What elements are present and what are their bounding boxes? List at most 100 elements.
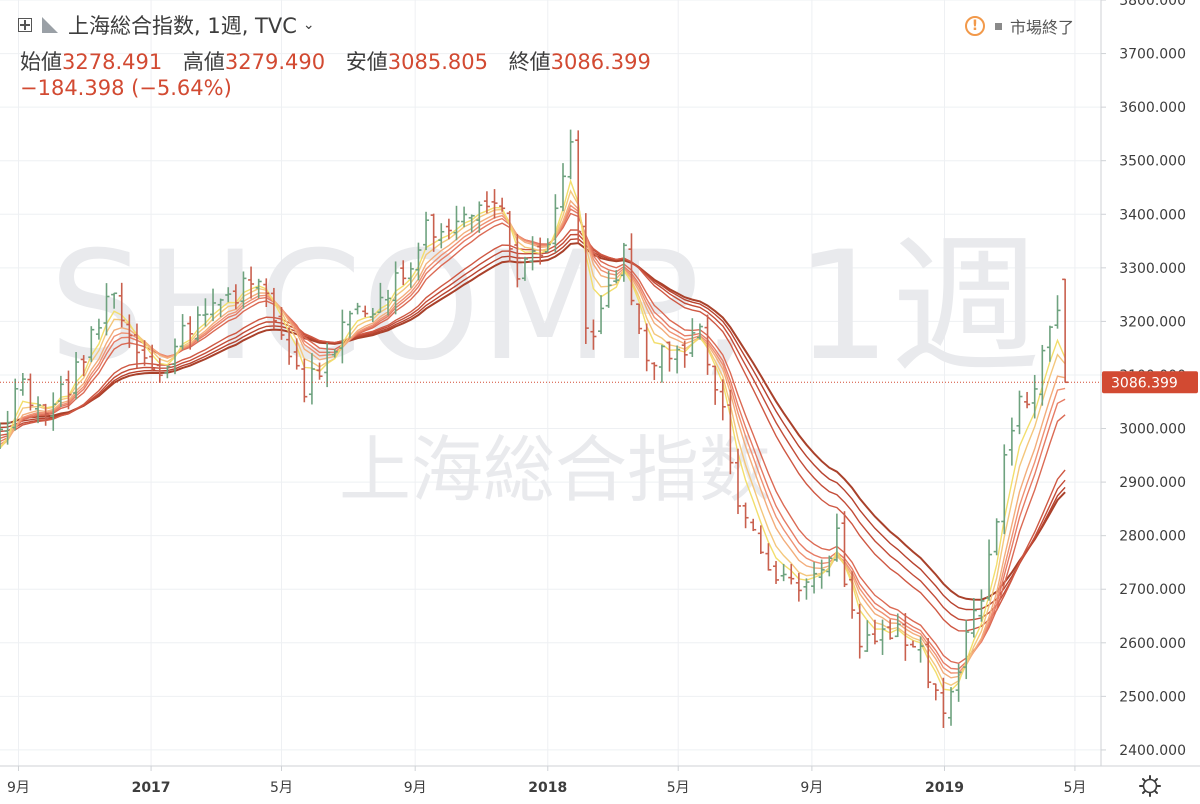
price-bar <box>1031 374 1038 419</box>
price-bar <box>438 223 445 249</box>
price-bar <box>57 375 64 407</box>
settings-gear-icon[interactable] <box>1139 775 1161 797</box>
x-tick-label: 2017 <box>132 780 171 796</box>
price-bar <box>1016 390 1023 435</box>
price-bar <box>902 613 909 661</box>
price-bar <box>293 338 300 370</box>
open-label: 始値 <box>20 50 62 74</box>
price-bar <box>156 358 163 383</box>
price-bar <box>476 201 483 233</box>
price-bar <box>248 266 255 299</box>
low-label: 安値 <box>345 50 388 74</box>
price-bar <box>643 323 650 372</box>
price-bar <box>811 561 818 594</box>
price-bar <box>841 511 848 588</box>
price-bar <box>133 323 140 369</box>
price-bar <box>194 306 201 342</box>
x-tick-label: 9月 <box>7 780 30 796</box>
price-bar <box>620 242 627 282</box>
price-bar <box>978 589 985 622</box>
grid-lines <box>0 0 1101 766</box>
price-bar <box>757 525 764 554</box>
price-bar <box>917 636 924 663</box>
price-bar <box>567 129 574 180</box>
close-label: 終値 <box>508 50 551 74</box>
gear-ring <box>1142 778 1158 794</box>
x-tick-label: 2018 <box>528 780 567 796</box>
price-bar <box>88 326 95 363</box>
symbol-name[interactable]: 上海総合指数, 1週, TVC <box>68 14 297 38</box>
price-bar <box>73 351 80 400</box>
price-bar <box>210 288 217 322</box>
price-bar <box>628 233 635 306</box>
price-bar <box>499 197 506 212</box>
price-bar <box>255 278 262 299</box>
price-bar <box>164 365 171 379</box>
gear-teeth <box>1139 775 1161 797</box>
x-tick-label: 5月 <box>667 780 690 796</box>
flag-icon[interactable] <box>42 17 58 33</box>
price-bar <box>651 362 658 381</box>
price-bar <box>202 298 209 327</box>
price-bar <box>19 373 26 396</box>
price-bar <box>909 640 916 648</box>
price-bar <box>1024 391 1031 409</box>
y-tick-label: 3500.000 <box>1119 154 1186 170</box>
market-status[interactable]: ! 市場終了 <box>965 14 1074 38</box>
price-bar <box>506 210 513 263</box>
price-bar <box>407 262 414 288</box>
price-change: −184.398 (−5.64%) <box>20 76 232 100</box>
price-bar <box>0 422 3 450</box>
price-bar <box>932 683 939 701</box>
price-bar <box>521 256 528 281</box>
price-bar <box>65 370 72 410</box>
price-bar <box>871 619 878 645</box>
price-bar <box>111 292 118 309</box>
price-bar <box>742 502 749 529</box>
price-bar <box>712 365 719 405</box>
y-tick-label: 3700.000 <box>1119 47 1186 63</box>
warning-icon[interactable]: ! <box>965 16 985 36</box>
y-tick-label: 2500.000 <box>1119 689 1186 705</box>
y-tick-label: 2600.000 <box>1119 636 1186 652</box>
price-bar <box>369 307 376 322</box>
price-bar <box>430 213 437 252</box>
x-tick-label: 9月 <box>404 780 427 796</box>
price-bar <box>590 319 597 350</box>
y-tick-label: 2700.000 <box>1119 582 1186 598</box>
price-bar <box>818 559 825 589</box>
price-bar <box>925 637 932 689</box>
price-bar <box>232 284 239 310</box>
price-bar <box>331 349 338 358</box>
price-bar <box>240 271 247 309</box>
market-status-text: 市場終了 <box>1010 18 1075 37</box>
price-bar <box>385 289 392 316</box>
price-bars <box>0 129 1069 728</box>
price-bar <box>719 379 726 421</box>
price-bar <box>529 236 536 271</box>
price-bar <box>552 194 559 253</box>
price-bar <box>773 561 780 584</box>
price-bar <box>4 410 11 445</box>
symbol-header[interactable]: 上海総合指数, 1週, TVC ⌄ <box>18 10 315 40</box>
price-bar <box>1046 325 1053 362</box>
price-bar <box>445 218 452 240</box>
price-bar <box>12 378 19 431</box>
price-bar <box>377 282 384 314</box>
price-bar <box>270 287 277 329</box>
chevron-down-icon[interactable]: ⌄ <box>302 17 315 33</box>
price-bar <box>316 362 323 380</box>
watermark-name: 上海総合指数 <box>339 428 771 512</box>
price-bar <box>575 130 582 243</box>
price-bar <box>765 543 772 571</box>
expand-icon[interactable] <box>18 18 32 32</box>
price-bar <box>750 518 757 532</box>
price-bar <box>894 613 901 638</box>
price-bar <box>598 295 605 335</box>
price-bar <box>963 619 970 680</box>
price-bar <box>734 448 741 515</box>
price-bar <box>263 278 270 308</box>
x-tick-label: 9月 <box>800 780 823 796</box>
